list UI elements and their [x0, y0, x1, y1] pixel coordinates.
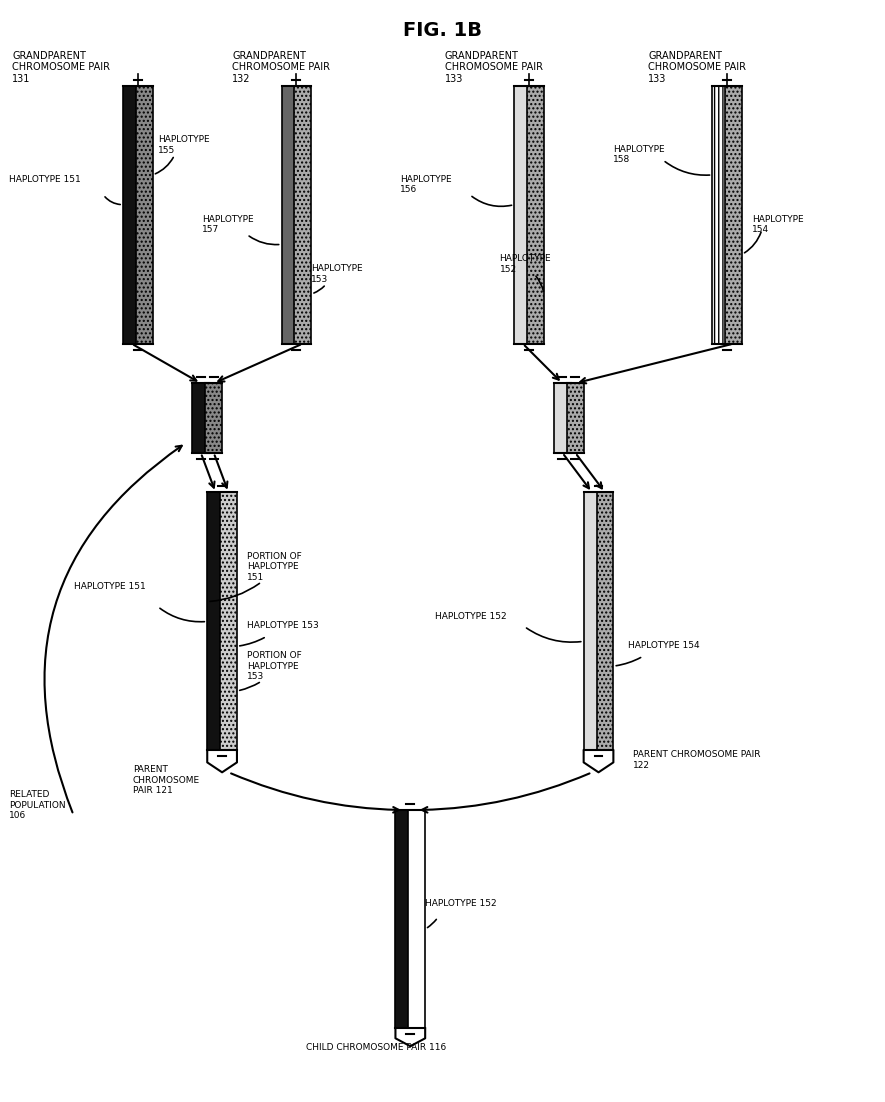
Bar — [123, 86, 140, 344]
Bar — [584, 493, 601, 750]
Bar — [596, 493, 613, 750]
Text: HAPLOTYPE
158: HAPLOTYPE 158 — [613, 145, 665, 164]
Bar — [281, 86, 298, 344]
Text: PARENT CHROMOSOME PAIR
122: PARENT CHROMOSOME PAIR 122 — [633, 750, 761, 770]
Text: HAPLOTYPE 152: HAPLOTYPE 152 — [425, 899, 496, 908]
Bar — [712, 86, 729, 344]
Text: RELATED
POPULATION
106: RELATED POPULATION 106 — [9, 790, 65, 820]
Text: HAPLOTYPE 153: HAPLOTYPE 153 — [247, 622, 319, 630]
Bar — [566, 383, 584, 453]
Text: HAPLOTYPE
156: HAPLOTYPE 156 — [400, 175, 452, 194]
Text: GRANDPARENT
CHROMOSOME PAIR
131: GRANDPARENT CHROMOSOME PAIR 131 — [12, 51, 110, 84]
Bar — [514, 86, 531, 344]
Text: PORTION OF
HAPLOTYPE
151: PORTION OF HAPLOTYPE 151 — [247, 552, 302, 582]
Bar — [136, 86, 153, 344]
Bar — [527, 86, 544, 344]
Text: HAPLOTYPE
157: HAPLOTYPE 157 — [203, 215, 254, 234]
Bar — [220, 493, 237, 750]
Text: HAPLOTYPE
155: HAPLOTYPE 155 — [158, 136, 210, 154]
Text: HAPLOTYPE
154: HAPLOTYPE 154 — [752, 215, 804, 234]
Text: CHILD CHROMOSOME PAIR 116: CHILD CHROMOSOME PAIR 116 — [306, 1044, 447, 1052]
Text: HAPLOTYPE
153: HAPLOTYPE 153 — [312, 264, 363, 283]
Bar — [396, 810, 412, 1028]
Bar — [205, 383, 222, 453]
Text: HAPLOTYPE 151: HAPLOTYPE 151 — [73, 582, 145, 591]
Text: HAPLOTYPE 152: HAPLOTYPE 152 — [435, 612, 507, 620]
Bar — [554, 383, 571, 453]
Text: GRANDPARENT
CHROMOSOME PAIR
132: GRANDPARENT CHROMOSOME PAIR 132 — [232, 51, 330, 84]
Text: GRANDPARENT
CHROMOSOME PAIR
133: GRANDPARENT CHROMOSOME PAIR 133 — [648, 51, 746, 84]
Bar — [408, 810, 425, 1028]
Text: HAPLOTYPE 151: HAPLOTYPE 151 — [9, 175, 81, 184]
Text: PARENT
CHROMOSOME
PAIR 121: PARENT CHROMOSOME PAIR 121 — [133, 766, 200, 796]
Bar — [192, 383, 209, 453]
Bar — [207, 493, 224, 750]
Text: PORTION OF
HAPLOTYPE
153: PORTION OF HAPLOTYPE 153 — [247, 651, 302, 681]
Text: HAPLOTYPE 154: HAPLOTYPE 154 — [628, 641, 700, 650]
Bar — [726, 86, 743, 344]
Text: GRANDPARENT
CHROMOSOME PAIR
133: GRANDPARENT CHROMOSOME PAIR 133 — [445, 51, 543, 84]
Text: HAPLOTYPE
152: HAPLOTYPE 152 — [499, 255, 551, 273]
Text: FIG. 1B: FIG. 1B — [403, 21, 482, 40]
Bar — [295, 86, 312, 344]
